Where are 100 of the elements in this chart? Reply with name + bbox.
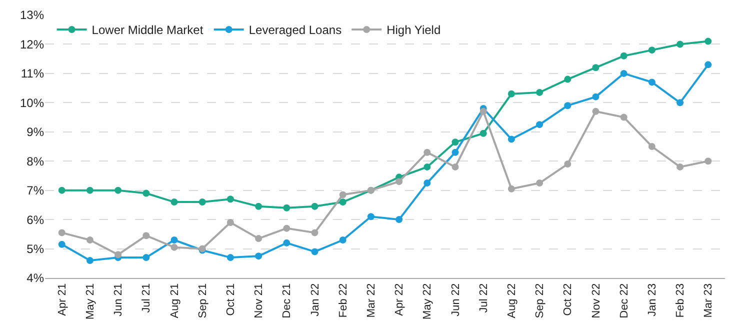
- x-tick-label: Nov 21: [253, 283, 266, 318]
- point: [704, 158, 712, 165]
- point: [592, 64, 600, 72]
- point: [283, 204, 290, 212]
- x-tick-label: Jul 22: [478, 283, 490, 313]
- point: [564, 160, 572, 168]
- x-tick-label: May 22: [422, 283, 434, 320]
- point: [58, 229, 66, 236]
- point: [620, 70, 628, 77]
- point: [452, 163, 459, 170]
- x-tick-label: Dec 22: [618, 283, 630, 318]
- point: [564, 76, 572, 83]
- point: [283, 239, 290, 246]
- point: [452, 138, 459, 146]
- x-tick-label: Aug 21: [168, 283, 181, 318]
- point: [255, 235, 262, 242]
- point: [86, 256, 94, 264]
- point: [367, 213, 374, 220]
- y-tick-label: 9%: [26, 125, 44, 140]
- point: [170, 236, 178, 244]
- point: [170, 244, 178, 251]
- point: [396, 216, 403, 224]
- x-tick-label: Sep 21: [196, 283, 209, 318]
- point: [536, 121, 544, 128]
- point: [311, 202, 318, 210]
- point: [226, 196, 234, 203]
- x-tick-label: Dec 21: [281, 283, 294, 318]
- point: [592, 108, 600, 115]
- point: [283, 224, 290, 232]
- legend-label: Lower Middle Market: [92, 23, 204, 38]
- point: [311, 248, 318, 256]
- point: [226, 254, 234, 262]
- point: [452, 148, 459, 156]
- x-tick-label: Mar 23: [702, 283, 715, 318]
- x-tick-label: Jul 21: [140, 283, 153, 313]
- point: [424, 163, 431, 170]
- x-tick-label: Jan 22: [309, 283, 322, 316]
- point: [676, 40, 684, 48]
- point: [480, 130, 487, 137]
- y-tick-label: 8%: [26, 154, 44, 168]
- point: [255, 202, 262, 210]
- y-tick-label: 11%: [20, 66, 44, 81]
- point: [58, 240, 66, 248]
- legend-label: High Yield: [386, 23, 441, 38]
- point: [704, 61, 712, 68]
- point: [170, 198, 178, 206]
- point: [508, 90, 515, 98]
- y-tick-label: 10%: [20, 96, 44, 110]
- point: [142, 190, 150, 197]
- x-tick-label: Jan 23: [646, 283, 659, 316]
- point: [620, 52, 628, 60]
- point: [339, 198, 346, 206]
- point: [86, 236, 94, 244]
- point: [620, 114, 628, 121]
- point: [676, 99, 684, 106]
- point: [592, 93, 600, 100]
- x-tick-label: Oct 22: [562, 283, 574, 316]
- x-tick-label: Nov 22: [590, 283, 602, 318]
- x-tick-label: Apr 22: [394, 283, 406, 316]
- x-tick-label: Feb 23: [674, 283, 687, 318]
- point: [226, 218, 234, 226]
- y-tick-label: 6%: [26, 212, 44, 227]
- point: [648, 143, 656, 150]
- y-tick-label: 5%: [26, 242, 44, 256]
- x-tick-label: Jun 21: [112, 283, 125, 316]
- x-tick-label: Sep 22: [534, 283, 546, 318]
- point: [536, 88, 544, 96]
- point: [508, 185, 515, 192]
- x-tick-label: May 21: [84, 283, 97, 320]
- point: [424, 180, 431, 187]
- y-tick-label: 12%: [20, 37, 44, 52]
- point: [536, 180, 544, 187]
- point: [114, 251, 122, 258]
- x-tick-label: Oct 21: [225, 283, 238, 316]
- point: [704, 38, 712, 45]
- point: [648, 78, 656, 86]
- y-tick-label: 13%: [20, 8, 44, 22]
- point: [339, 236, 346, 244]
- point: [86, 186, 94, 194]
- point: [424, 148, 431, 156]
- point: [114, 186, 122, 194]
- point: [564, 102, 572, 110]
- y-tick-label: 4%: [26, 271, 44, 286]
- point: [198, 198, 206, 206]
- point: [396, 178, 403, 186]
- point: [339, 191, 346, 198]
- point: [255, 252, 262, 260]
- point: [311, 229, 318, 236]
- x-tick-label: Mar 22: [366, 283, 378, 318]
- x-tick-label: Apr 21: [56, 283, 68, 316]
- point: [142, 232, 150, 240]
- x-tick-label: Feb 22: [337, 283, 350, 318]
- point: [480, 108, 487, 115]
- point: [508, 136, 515, 143]
- x-tick-label: Aug 22: [506, 283, 518, 318]
- y-tick-label: 7%: [26, 184, 44, 198]
- x-tick-label: Jun 22: [450, 283, 462, 316]
- point: [676, 163, 684, 170]
- point: [648, 46, 656, 54]
- point: [142, 254, 150, 262]
